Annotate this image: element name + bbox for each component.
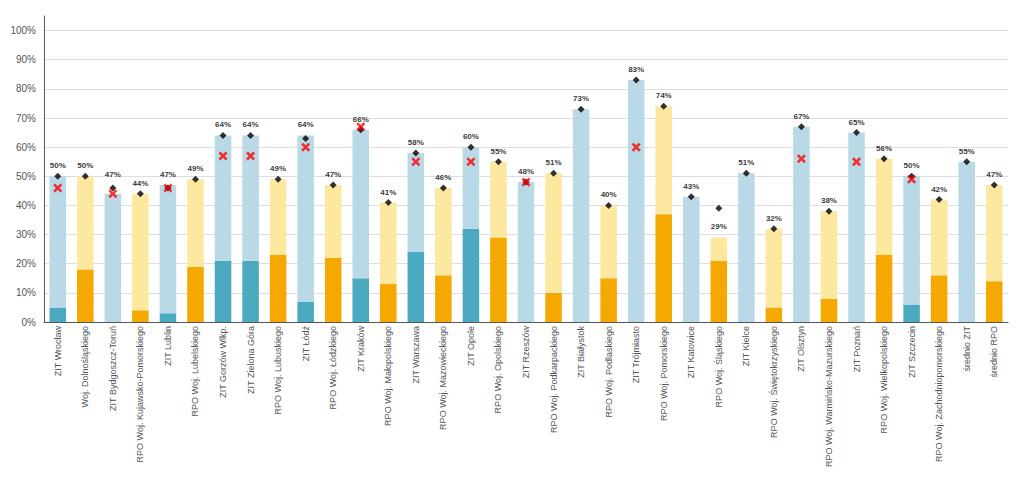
- svg-text:41%: 41%: [380, 188, 396, 197]
- svg-text:47%: 47%: [105, 170, 121, 179]
- svg-text:RPO Woj. Kujawsko-Pomorskiego: RPO Woj. Kujawsko-Pomorskiego: [135, 326, 145, 462]
- svg-text:ZIT Kielce: ZIT Kielce: [741, 326, 751, 366]
- svg-text:83%: 83%: [628, 65, 644, 74]
- svg-text:RPO Woj. Podlaskiego: RPO Woj. Podlaskiego: [604, 326, 614, 417]
- svg-text:RPO Woj. Świętokrzyskiego: RPO Woj. Świętokrzyskiego: [768, 326, 779, 438]
- svg-text:ZIT Bydgoszcz-Toruń: ZIT Bydgoszcz-Toruń: [108, 326, 118, 411]
- svg-text:ZIT Rzeszów: ZIT Rzeszów: [521, 326, 531, 379]
- svg-text:ZIT Wrocław: ZIT Wrocław: [53, 326, 63, 377]
- svg-text:60%: 60%: [463, 132, 479, 141]
- svg-text:32%: 32%: [766, 214, 782, 223]
- svg-text:RPO Woj. Opolskiego: RPO Woj. Opolskiego: [493, 326, 503, 413]
- svg-text:ZIT Kraków: ZIT Kraków: [356, 325, 366, 371]
- svg-text:20%: 20%: [16, 258, 36, 269]
- svg-text:RPO Woj. Podkarpackiego: RPO Woj. Podkarpackiego: [549, 326, 559, 433]
- svg-text:47%: 47%: [160, 170, 176, 179]
- svg-text:50%: 50%: [77, 161, 93, 170]
- svg-text:50%: 50%: [904, 161, 920, 170]
- svg-text:29%: 29%: [711, 222, 727, 231]
- svg-text:67%: 67%: [793, 112, 809, 121]
- svg-text:RPO Woj. Lubuskiego: RPO Woj. Lubuskiego: [273, 326, 283, 414]
- svg-text:49%: 49%: [270, 164, 286, 173]
- svg-text:30%: 30%: [16, 229, 36, 240]
- svg-text:ZIT Lublin: ZIT Lublin: [163, 326, 173, 366]
- svg-text:50%: 50%: [16, 171, 36, 182]
- svg-text:46%: 46%: [435, 173, 451, 182]
- svg-text:ZIT Łódź: ZIT Łódź: [301, 326, 311, 362]
- svg-text:średnio RPO: średnio RPO: [989, 326, 999, 378]
- svg-text:56%: 56%: [876, 144, 892, 153]
- svg-text:58%: 58%: [408, 138, 424, 147]
- svg-text:47%: 47%: [325, 170, 341, 179]
- svg-text:RPO Woj. Pomorskiego: RPO Woj. Pomorskiego: [659, 326, 669, 421]
- svg-text:ZIT Poznań: ZIT Poznań: [852, 326, 862, 372]
- svg-text:64%: 64%: [243, 120, 259, 129]
- svg-text:43%: 43%: [683, 182, 699, 191]
- svg-text:38%: 38%: [821, 196, 837, 205]
- svg-text:66%: 66%: [353, 115, 369, 124]
- svg-text:40%: 40%: [16, 200, 36, 211]
- svg-text:ZIT Białystok: ZIT Białystok: [576, 326, 586, 378]
- svg-text:70%: 70%: [16, 113, 36, 124]
- svg-text:65%: 65%: [849, 118, 865, 127]
- svg-text:100%: 100%: [10, 25, 36, 36]
- svg-text:RPO Woj. Mazowieckiego: RPO Woj. Mazowieckiego: [438, 326, 448, 430]
- svg-text:40%: 40%: [601, 190, 617, 199]
- svg-text:48%: 48%: [518, 167, 534, 176]
- svg-text:49%: 49%: [187, 164, 203, 173]
- svg-text:47%: 47%: [986, 170, 1002, 179]
- svg-text:ZIT Katowice: ZIT Katowice: [686, 326, 696, 378]
- svg-text:ZIT Trójmiasto: ZIT Trójmiasto: [631, 326, 641, 383]
- svg-text:ZIT Szczecin: ZIT Szczecin: [907, 326, 917, 378]
- svg-text:średnio ZIT: średnio ZIT: [962, 325, 972, 371]
- svg-text:55%: 55%: [490, 147, 506, 156]
- svg-text:64%: 64%: [298, 120, 314, 129]
- svg-text:42%: 42%: [931, 185, 947, 194]
- svg-text:ZIT Olsztyn: ZIT Olsztyn: [796, 326, 806, 372]
- svg-text:Woj. Dolnośląskiego: Woj. Dolnośląskiego: [80, 326, 90, 407]
- svg-text:RPO Woj. Łódzkiego: RPO Woj. Łódzkiego: [328, 326, 338, 409]
- svg-text:0%: 0%: [22, 317, 37, 328]
- svg-text:RPO Woj. Wielkopolskiego: RPO Woj. Wielkopolskiego: [879, 326, 889, 433]
- svg-text:RPO Woj. Lubelskiego: RPO Woj. Lubelskiego: [190, 326, 200, 416]
- svg-text:90%: 90%: [16, 54, 36, 65]
- svg-text:ZIT Zielona Góra: ZIT Zielona Góra: [246, 326, 256, 394]
- svg-text:10%: 10%: [16, 287, 36, 298]
- svg-text:74%: 74%: [656, 91, 672, 100]
- svg-text:RPO Woj. Śląskiego: RPO Woj. Śląskiego: [713, 326, 724, 407]
- svg-text:RPO Woj. Zachodniopomorskiego: RPO Woj. Zachodniopomorskiego: [934, 326, 944, 462]
- svg-text:RPO Woj. Warmińsko-Mazurskiego: RPO Woj. Warmińsko-Mazurskiego: [824, 326, 834, 467]
- svg-text:ZIT Opole: ZIT Opole: [466, 326, 476, 366]
- svg-text:51%: 51%: [546, 158, 562, 167]
- svg-text:44%: 44%: [132, 179, 148, 188]
- svg-text:73%: 73%: [573, 94, 589, 103]
- svg-text:51%: 51%: [738, 158, 754, 167]
- svg-text:55%: 55%: [959, 147, 975, 156]
- svg-text:RPO Woj. Małopolskiego: RPO Woj. Małopolskiego: [383, 326, 393, 426]
- svg-text:ZIT Gorzów Wlkp.: ZIT Gorzów Wlkp.: [218, 326, 228, 398]
- svg-text:50%: 50%: [50, 161, 66, 170]
- svg-text:ZIT Warszawa: ZIT Warszawa: [411, 326, 421, 384]
- svg-text:60%: 60%: [16, 142, 36, 153]
- svg-text:80%: 80%: [16, 83, 36, 94]
- svg-text:64%: 64%: [215, 120, 231, 129]
